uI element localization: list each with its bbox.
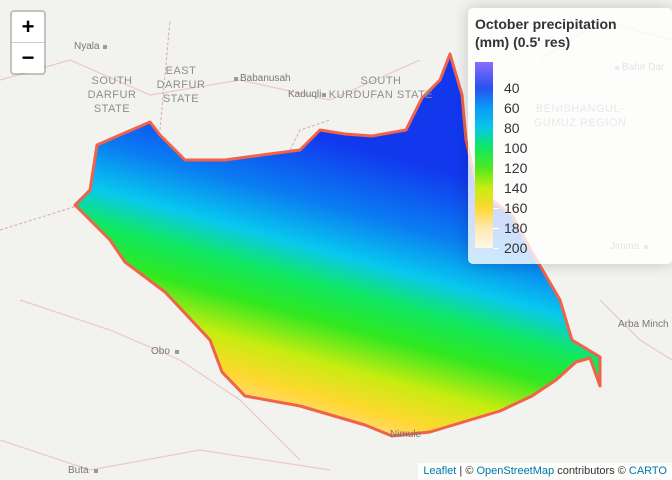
place-label: Buta: [68, 465, 89, 476]
place-label: Babanusah: [240, 73, 291, 84]
legend-tick: [493, 88, 499, 89]
legend-tick-label: 120: [504, 160, 528, 176]
leaflet-link[interactable]: Leaflet: [423, 465, 457, 477]
country-shape: [73, 52, 602, 438]
place-dot: [94, 469, 98, 473]
legend-tick-label: 200: [504, 240, 528, 256]
legend-tick: [493, 208, 499, 209]
legend-tick-label: 40: [504, 80, 520, 96]
region-label: SOUTH KURDUFAN STATE: [328, 75, 434, 101]
legend-tick: [493, 228, 499, 229]
attribution-text: | ©: [456, 465, 477, 477]
place-label: Nyala: [74, 41, 100, 52]
place-dot: [234, 77, 238, 81]
legend-tick: [493, 128, 499, 129]
legend-tick-label: 60: [504, 100, 520, 116]
attribution-text: contributors ©: [554, 465, 629, 477]
legend-title: October precipitation (mm) (0.5' res): [475, 16, 617, 50]
legend-tick: [493, 148, 499, 149]
legend-tick: [493, 248, 499, 249]
legend-tick-label: 180: [504, 220, 528, 236]
legend: October precipitation (mm) (0.5' res) 40…: [468, 8, 672, 264]
borders: [0, 19, 331, 231]
legend-colorbar: [475, 62, 493, 248]
zoom-out[interactable]: −: [12, 42, 44, 73]
legend-tick-label: 140: [504, 180, 528, 196]
legend-tick-label: 160: [504, 200, 528, 216]
osm-link[interactable]: OpenStreetMap: [476, 465, 555, 477]
legend-tick-label: 80: [504, 120, 520, 136]
carto-link[interactable]: CARTO: [628, 465, 667, 477]
place-dot: [103, 45, 107, 49]
legend-tick-label: 100: [504, 140, 528, 156]
legend-tick: [493, 108, 499, 109]
region-label: EAST DARFUR STATE: [156, 65, 206, 105]
region-label: SOUTH DARFUR STATE: [87, 75, 137, 115]
zoom-control: + −: [10, 10, 46, 75]
place-label: Kaduqli: [288, 89, 322, 100]
place-label: Arba Minch: [618, 319, 669, 330]
place-label: Nimule: [390, 429, 422, 440]
place-dot: [322, 93, 326, 97]
legend-tick: [493, 188, 499, 189]
place-label: Obo: [151, 346, 170, 357]
zoom-in[interactable]: +: [21, 14, 35, 39]
legend-tick: [493, 168, 499, 169]
attribution: Leaflet | © OpenStreetMap contributors ©…: [418, 463, 672, 480]
place-dot: [175, 350, 179, 354]
